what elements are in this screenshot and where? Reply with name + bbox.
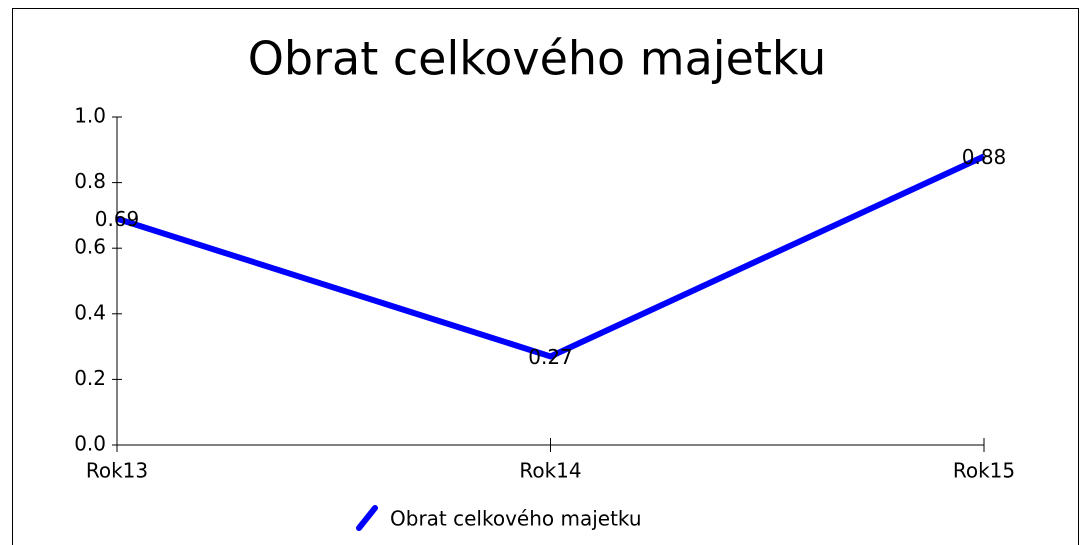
y-tick-label: 0.2 — [74, 366, 106, 390]
x-tick-label: Rok15 — [953, 459, 1015, 483]
chart-title: Obrat celkového majetku — [248, 32, 827, 86]
legend-label: Obrat celkového majetku — [390, 507, 642, 531]
legend-swatch — [356, 505, 378, 531]
frame — [12, 8, 1079, 545]
y-tick-label: 0.4 — [74, 300, 106, 324]
data-line — [116, 153, 986, 360]
y-tick-label: 0.6 — [74, 235, 106, 259]
y-tick-label: 1.0 — [74, 104, 106, 128]
data-label: 0.88 — [962, 145, 1007, 169]
data-label: 0.69 — [95, 207, 140, 231]
data-label: 0.27 — [528, 345, 573, 369]
y-tick-label: 0.0 — [74, 432, 106, 456]
x-tick-label: Rok13 — [86, 459, 148, 483]
x-tick-label: Rok14 — [519, 459, 581, 483]
y-tick-label: 0.8 — [74, 169, 106, 193]
